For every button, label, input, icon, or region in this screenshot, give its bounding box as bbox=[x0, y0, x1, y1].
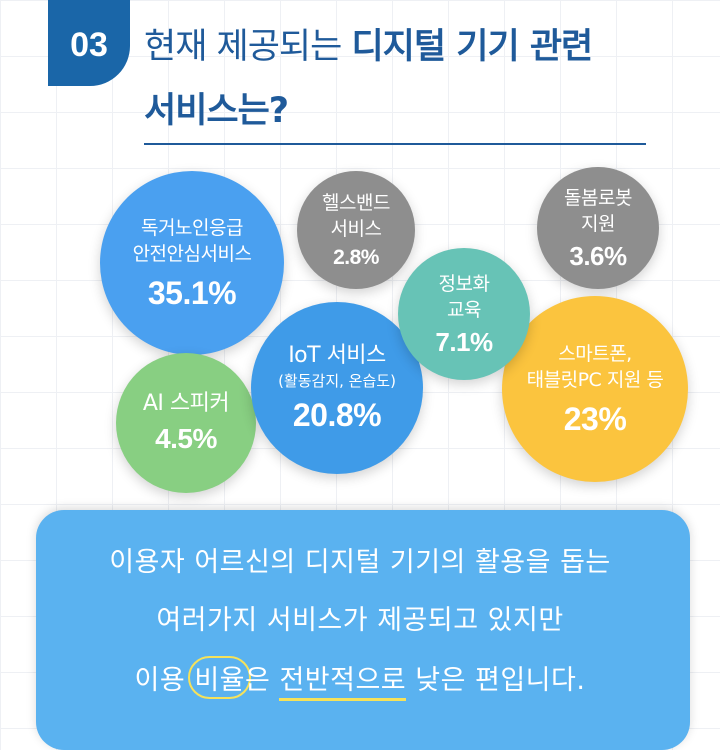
summary-line1: 이용자 어르신의 디지털 기기의 활용을 돕는 bbox=[109, 547, 611, 578]
bubble-label: 독거노인응급 bbox=[141, 216, 243, 239]
bubble-iot-service: IoT 서비스 (활동감지, 온습도) 20.8% bbox=[251, 302, 423, 474]
bubble-percent: 2.8% bbox=[333, 246, 379, 269]
bubble-ai-speaker: AI 스피커 4.5% bbox=[116, 353, 256, 493]
bubble-smartphone-tablet: 스마트폰, 태블릿PC 지원 등 23% bbox=[502, 296, 688, 482]
bubble-emergency-safety: 독거노인응급 안전안심서비스 35.1% bbox=[100, 171, 284, 355]
summary-line3: 이용 비율은 전반적으로 낮은 편입니다. bbox=[0, 656, 720, 701]
summary-text: 이용 bbox=[134, 665, 195, 696]
bubble-label: IoT 서비스 bbox=[288, 342, 386, 368]
summary-text: 은 bbox=[245, 665, 280, 696]
summary-line2: 여러가지 서비스가 제공되고 있지만 bbox=[156, 605, 564, 636]
bubble-percent: 4.5% bbox=[155, 423, 217, 454]
highlight-circle: 비율 bbox=[188, 656, 251, 699]
summary-text: 낮은 편입니다. bbox=[406, 665, 586, 696]
highlight-underline: 전반적으로 bbox=[279, 658, 407, 701]
page-title-line2: 서비스는? bbox=[144, 91, 289, 131]
title-regular-text: 현재 제공되는 bbox=[144, 27, 342, 67]
bubble-label: 교육 bbox=[447, 298, 481, 321]
title-bold-text: 디지털 기기 관련 bbox=[351, 27, 593, 67]
bubble-label: 헬스밴드 bbox=[322, 192, 390, 214]
section-number-badge: 03 bbox=[48, 0, 130, 86]
title-divider bbox=[144, 143, 646, 145]
bubble-label: AI 스피커 bbox=[142, 391, 230, 416]
page-title-line1: 현재 제공되는 디지털 기기 관련 bbox=[144, 18, 593, 69]
bubble-label: 태블릿PC 지원 등 bbox=[526, 368, 664, 391]
bubble-label: 스마트폰, bbox=[558, 342, 632, 365]
bubble-digital-education: 정보화 교육 7.1% bbox=[398, 248, 530, 380]
bubble-health-band: 헬스밴드 서비스 2.8% bbox=[297, 171, 415, 289]
bubble-percent: 20.8% bbox=[292, 396, 382, 433]
summary-callout-box bbox=[36, 510, 690, 750]
bubble-sublabel: (활동감지, 온습도) bbox=[278, 371, 396, 390]
bubble-label: 지원 bbox=[581, 212, 615, 235]
bubble-care-robot: 돌봄로봇 지원 3.6% bbox=[537, 167, 659, 289]
bubble-percent: 3.6% bbox=[569, 240, 627, 271]
bubble-percent: 23% bbox=[563, 400, 627, 437]
bubble-label: 정보화 bbox=[438, 272, 490, 295]
bubble-label: 서비스 bbox=[330, 218, 382, 240]
bubble-label: 안전안심서비스 bbox=[132, 242, 252, 265]
bubble-percent: 7.1% bbox=[435, 326, 493, 357]
bubble-percent: 35.1% bbox=[147, 274, 237, 311]
bubble-label: 돌봄로봇 bbox=[564, 186, 632, 209]
